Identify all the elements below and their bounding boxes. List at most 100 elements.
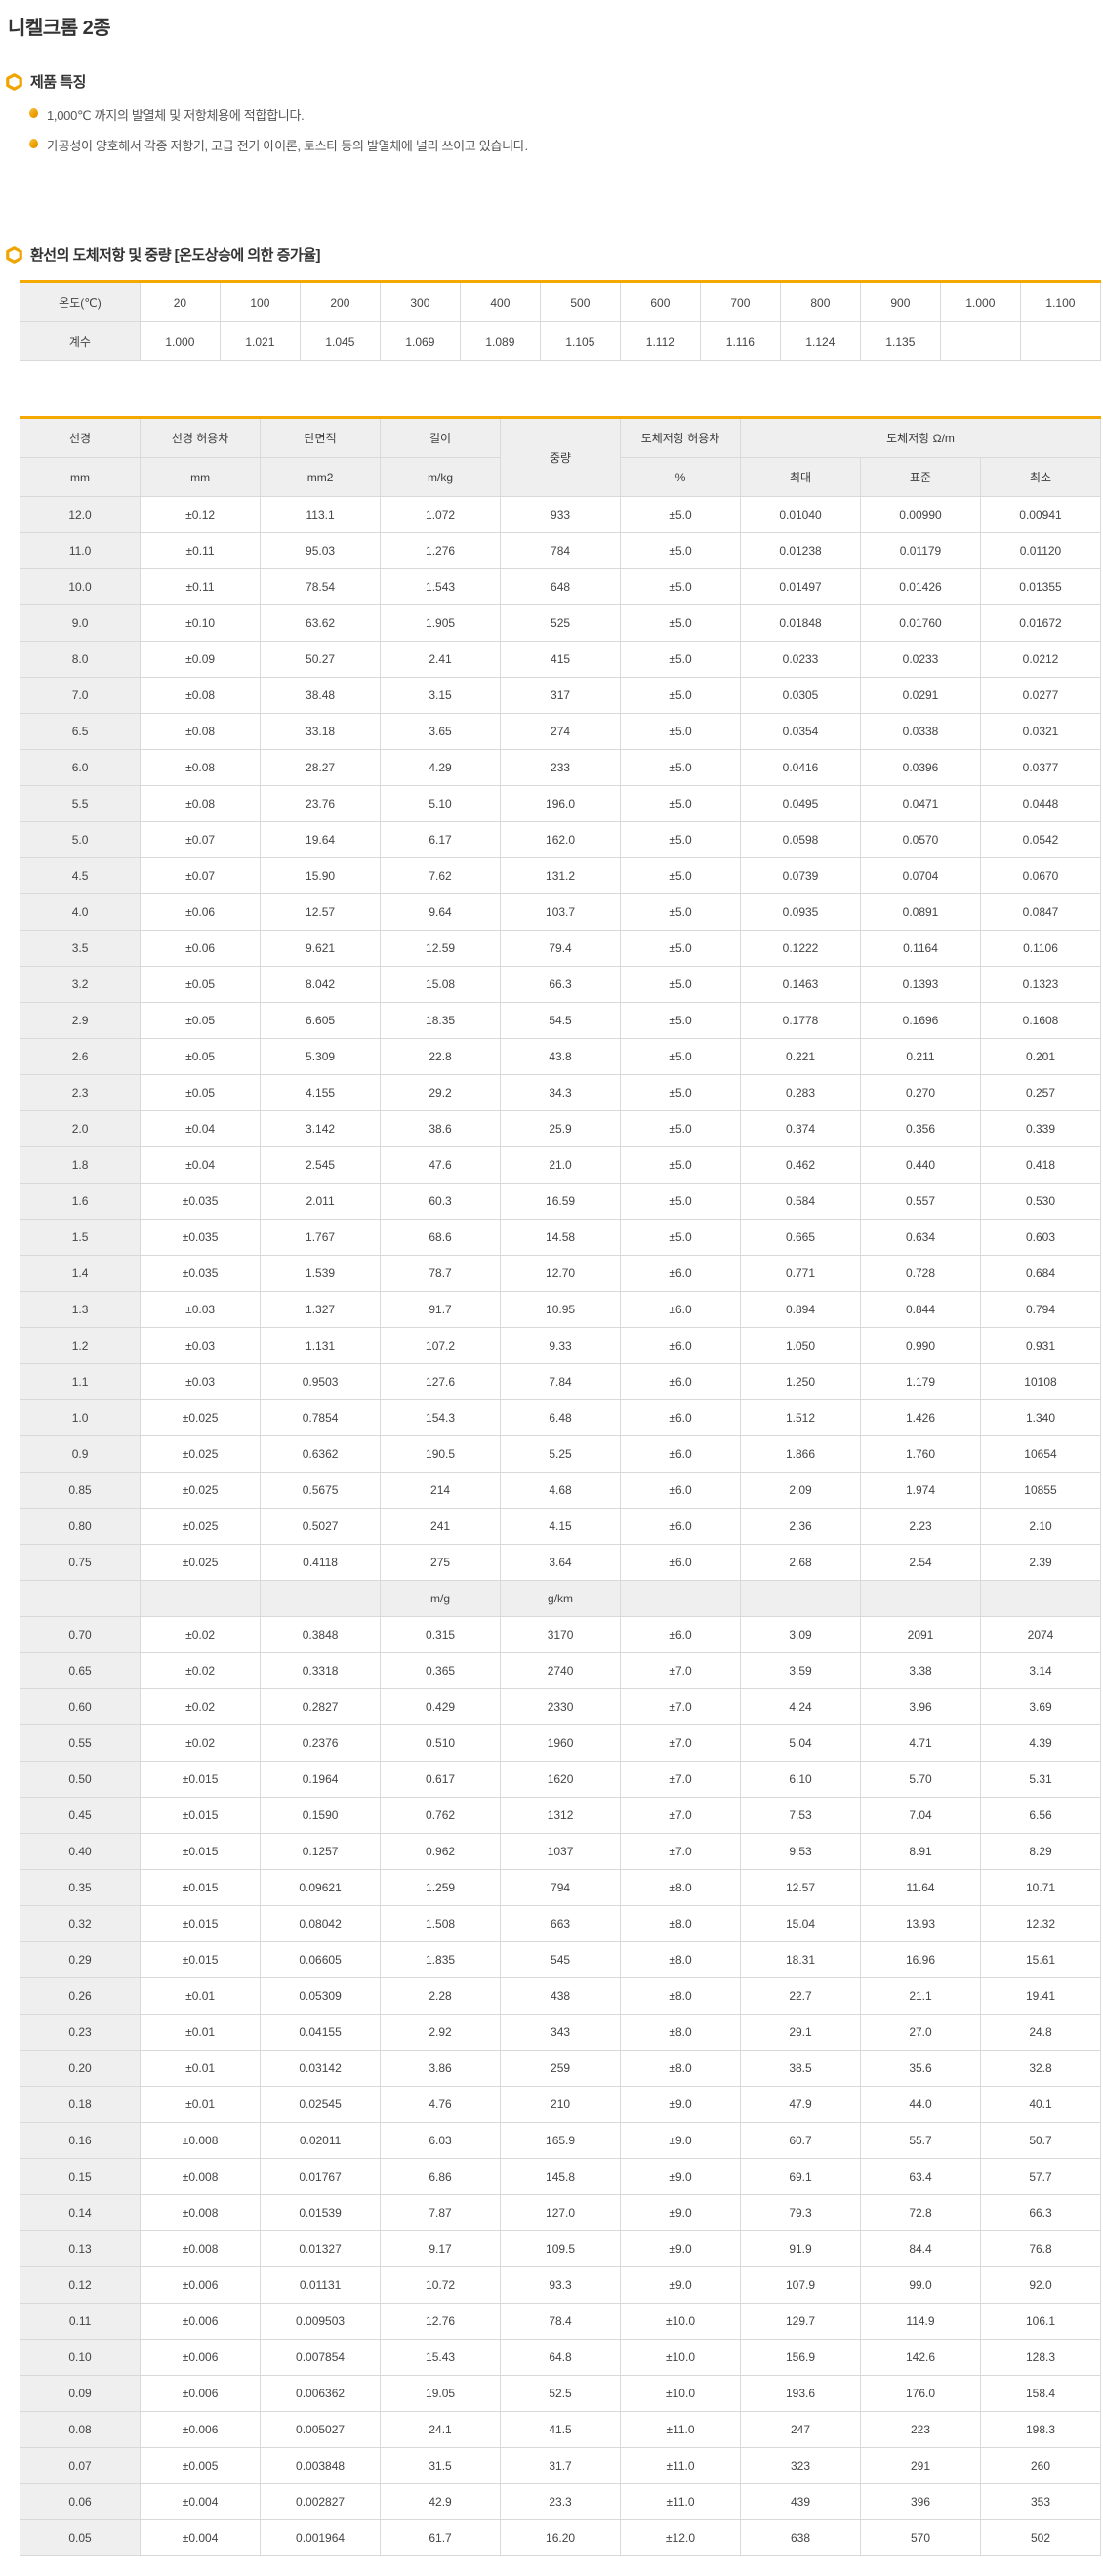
table-row: 3.2 ±0.05 8.042 15.08 66.3 ±5.0 0.1463 0.1393 0.…	[19, 966, 1102, 1003]
table-row: 0.55 ±0.02 0.2376 0.510 1960 ±7.0 5.04 4.71 4.39	[19, 1724, 1102, 1762]
value-cell: ±0.09	[140, 641, 262, 678]
value-cell: ±9.0	[620, 2266, 742, 2304]
value-cell: ±0.025	[140, 1544, 262, 1581]
value-cell: 0.0570	[860, 821, 981, 858]
value-cell: 114.9	[860, 2303, 981, 2340]
value-cell: 9.33	[500, 1327, 622, 1364]
temperature-cell: 100	[219, 281, 301, 322]
value-cell: 69.1	[740, 2158, 861, 2195]
value-cell: ±0.03	[140, 1327, 262, 1364]
value-cell: 275	[380, 1544, 502, 1581]
value-cell: ±0.02	[140, 1652, 262, 1689]
value-cell: 2.54	[860, 1544, 981, 1581]
coefficient-cell: 1.112	[619, 321, 701, 361]
value-cell: ±0.03	[140, 1363, 262, 1400]
diameter-cell: 0.12	[19, 2266, 142, 2304]
value-cell: 21.0	[500, 1146, 622, 1184]
diameter-cell: 4.5	[19, 857, 142, 894]
value-cell: ±0.01	[140, 1977, 262, 2015]
value-cell: 9.17	[380, 2230, 502, 2267]
value-cell: 6.56	[979, 1797, 1102, 1834]
value-cell: ±0.08	[140, 749, 262, 786]
value-cell: 42.9	[380, 2483, 502, 2520]
value-cell: 0.374	[740, 1110, 861, 1147]
value-cell: ±0.015	[140, 1941, 262, 1978]
orange-dot-icon	[29, 139, 38, 148]
value-cell: 0.462	[740, 1146, 861, 1184]
table-row: 11.0 ±0.11 95.03 1.276 784 ±5.0 0.01238 0.01179…	[19, 532, 1102, 569]
value-cell: 7.62	[380, 857, 502, 894]
value-cell: 214	[380, 1472, 502, 1509]
diameter-cell: 11.0	[19, 532, 142, 569]
value-cell: 63.62	[260, 604, 382, 642]
table-row: 0.26 ±0.01 0.05309 2.28 438 ±8.0 22.7 21.1 19.41	[19, 1977, 1102, 2015]
col-header-resistance-tolerance: 도체저항 허용차	[620, 417, 742, 458]
diameter-cell: 7.0	[19, 677, 142, 714]
wire-spec-table-head: 선경 선경 허용차 단면적 길이 중량 도체저항 허용차 도체저항 Ω/m mm…	[19, 417, 1102, 497]
value-cell: 0.0377	[979, 749, 1102, 786]
value-cell: 0.00990	[860, 496, 981, 533]
value-cell: 545	[500, 1941, 622, 1978]
value-cell: ±0.02	[140, 1688, 262, 1725]
value-cell: ±0.07	[140, 821, 262, 858]
value-cell: ±5.0	[620, 641, 742, 678]
value-cell: ±5.0	[620, 604, 742, 642]
value-cell: ±5.0	[620, 1038, 742, 1075]
value-cell: 91.9	[740, 2230, 861, 2267]
value-cell: 0.3848	[260, 1616, 382, 1653]
value-cell: ±0.015	[140, 1869, 262, 1906]
value-cell: ±9.0	[620, 2122, 742, 2159]
value-cell: ±8.0	[620, 1869, 742, 1906]
value-cell: 50.7	[979, 2122, 1102, 2159]
value-cell: 0.429	[380, 1688, 502, 1725]
resistance-heading: 환선의 도체저항 및 중량 [온도상승에 의한 증가율]	[30, 247, 321, 264]
value-cell: 0.01120	[979, 532, 1102, 569]
diameter-cell: 2.6	[19, 1038, 142, 1075]
value-cell: ±5.0	[620, 1183, 742, 1220]
value-cell: 1.905	[380, 604, 502, 642]
value-cell: ±0.01	[140, 2050, 262, 2087]
value-cell: 259	[500, 2050, 622, 2087]
value-cell: 47.6	[380, 1146, 502, 1184]
value-cell: 0.844	[860, 1291, 981, 1328]
value-cell: 1.512	[740, 1399, 861, 1436]
value-cell: 638	[740, 2519, 861, 2556]
features-section-head: 제품 특징	[6, 71, 1103, 92]
value-cell: 0.0471	[860, 785, 981, 822]
diameter-cell: 0.80	[19, 1508, 142, 1545]
value-cell: 0.1257	[260, 1833, 382, 1870]
value-cell: ±0.015	[140, 1833, 262, 1870]
value-cell: 0.01238	[740, 532, 861, 569]
value-cell: 0.211	[860, 1038, 981, 1075]
value-cell: 3.64	[500, 1544, 622, 1581]
diameter-cell: 1.3	[19, 1291, 142, 1328]
value-cell: 107.9	[740, 2266, 861, 2304]
value-cell: 223	[860, 2411, 981, 2448]
value-cell: 0.02011	[260, 2122, 382, 2159]
value-cell: 10.71	[979, 1869, 1102, 1906]
temperature-cell: 1.100	[1019, 281, 1102, 322]
value-cell: 0.0495	[740, 785, 861, 822]
value-cell: ±6.0	[620, 1327, 742, 1364]
value-cell: ±9.0	[620, 2158, 742, 2195]
value-cell: ±7.0	[620, 1797, 742, 1834]
table-row: 0.23 ±0.01 0.04155 2.92 343 ±8.0 29.1 27.0 24.8	[19, 2014, 1102, 2051]
value-cell: 2.36	[740, 1508, 861, 1545]
table-row: 0.60 ±0.02 0.2827 0.429 2330 ±7.0 4.24 3.96 3.69	[19, 1688, 1102, 1725]
value-cell: 2.41	[380, 641, 502, 678]
table-row: 2.9 ±0.05 6.605 18.35 54.5 ±5.0 0.1778 0.1696 0.…	[19, 1002, 1102, 1039]
table-row: 0.65 ±0.02 0.3318 0.365 2740 ±7.0 3.59 3.38 3.14	[19, 1652, 1102, 1689]
value-cell: ±10.0	[620, 2375, 742, 2412]
value-cell: 142.6	[860, 2339, 981, 2376]
value-cell: 0.962	[380, 1833, 502, 1870]
value-cell: 5.309	[260, 1038, 382, 1075]
table-row: 0.15 ±0.008 0.01767 6.86 145.8 ±9.0 69.1 63.4 57…	[19, 2158, 1102, 2195]
diameter-cell: 3.2	[19, 966, 142, 1003]
value-cell: 72.8	[860, 2194, 981, 2231]
value-cell: 113.1	[260, 496, 382, 533]
diameter-cell: 3.5	[19, 930, 142, 967]
value-cell: 1960	[500, 1724, 622, 1762]
table-row: 0.80 ±0.025 0.5027 241 4.15 ±6.0 2.36 2.23 2.10	[19, 1508, 1102, 1545]
value-cell: ±5.0	[620, 532, 742, 569]
value-cell: 933	[500, 496, 622, 533]
